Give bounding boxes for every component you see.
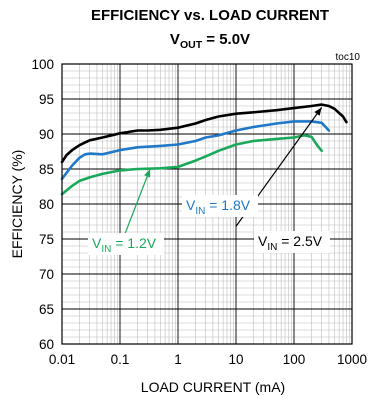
x-tick-label: 0.1 xyxy=(111,352,130,367)
series-label-bg xyxy=(88,233,164,255)
series-vin-1-2v-line xyxy=(60,134,323,196)
x-axis-label: LOAD CURRENT (mA) xyxy=(141,379,285,395)
series-label-bg xyxy=(182,195,258,217)
series-arrow-line xyxy=(124,168,151,236)
series-labels: VIN = 2.5V VIN = 1.8V VIN = 1.2V xyxy=(88,107,330,255)
series-arrow-head xyxy=(314,107,322,116)
chart-title: EFFICIENCY vs. LOAD CURRENT xyxy=(91,7,329,24)
figure-tag: toc10 xyxy=(336,52,361,63)
plot-frame xyxy=(61,63,353,345)
x-tick-label: 10 xyxy=(228,352,243,367)
x-tick-label: 100 xyxy=(283,352,306,367)
y-tick-label: 95 xyxy=(39,92,54,107)
y-tick-label: 85 xyxy=(39,162,54,177)
series-vin-1-8v-line xyxy=(60,120,331,181)
y-tick-label: 75 xyxy=(39,232,54,247)
x-tick-label: 1 xyxy=(174,352,182,367)
series-label-vin-2-5v: VIN = 2.5V xyxy=(258,233,323,253)
y-tick-label: 90 xyxy=(39,127,54,142)
x-tick-label: 0.01 xyxy=(49,352,75,367)
y-tick-label: 100 xyxy=(31,57,54,72)
y-tick-labels: 60 65 70 75 80 85 90 95 100 xyxy=(31,57,54,352)
y-tick-label: 65 xyxy=(39,302,54,317)
x-tick-labels: 0.01 0.1 1 10 100 1000 xyxy=(49,352,367,367)
series-label-bg xyxy=(254,231,330,253)
y-tick-label: 60 xyxy=(39,337,54,352)
series-arrow-head xyxy=(144,169,151,178)
series-layer xyxy=(60,103,348,196)
y-tick-label: 80 xyxy=(39,197,54,212)
series-vin-2-5v-line xyxy=(60,103,348,164)
y-axis-label: EFFICIENCY (%) xyxy=(9,150,25,259)
chart-subtitle: VOUT = 5.0V xyxy=(170,31,250,51)
y-tick-label: 70 xyxy=(39,267,54,282)
series-label-vin-1-2v: VIN = 1.2V xyxy=(92,235,157,255)
series-label-vin-1-8v: VIN = 1.8V xyxy=(186,197,251,217)
x-tick-label: 1000 xyxy=(337,352,367,367)
